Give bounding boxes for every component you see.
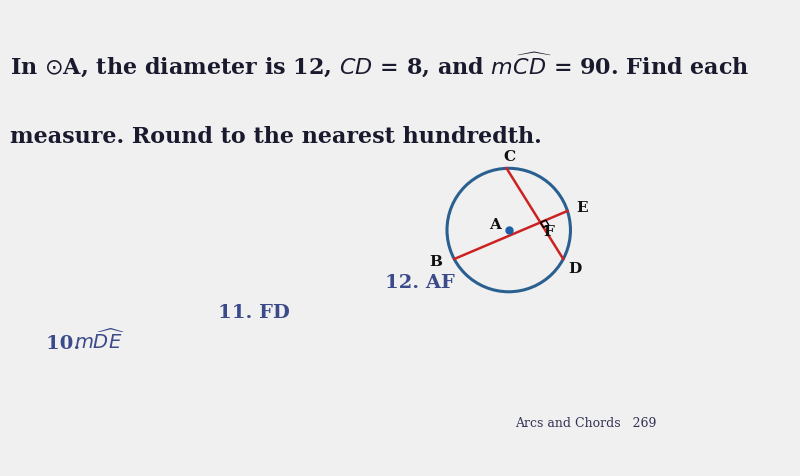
Text: measure. Round to the nearest hundredth.: measure. Round to the nearest hundredth.: [10, 127, 542, 149]
Text: A: A: [490, 218, 502, 232]
Text: 12. AF: 12. AF: [385, 274, 454, 292]
Text: In $\odot$A, the diameter is 12, $CD$ = 8, and $m\widehat{CD}$ = 90. Find each: In $\odot$A, the diameter is 12, $CD$ = …: [10, 51, 750, 80]
Text: Arcs and Chords   269: Arcs and Chords 269: [515, 417, 657, 430]
Text: E: E: [577, 201, 588, 216]
Text: C: C: [504, 149, 516, 164]
Text: F: F: [543, 226, 554, 239]
Text: B: B: [430, 255, 442, 268]
Text: D: D: [568, 262, 582, 276]
Text: 11. FD: 11. FD: [218, 304, 290, 322]
Text: 10.: 10.: [46, 335, 87, 353]
Text: $m\widehat{DE}$: $m\widehat{DE}$: [74, 329, 126, 353]
